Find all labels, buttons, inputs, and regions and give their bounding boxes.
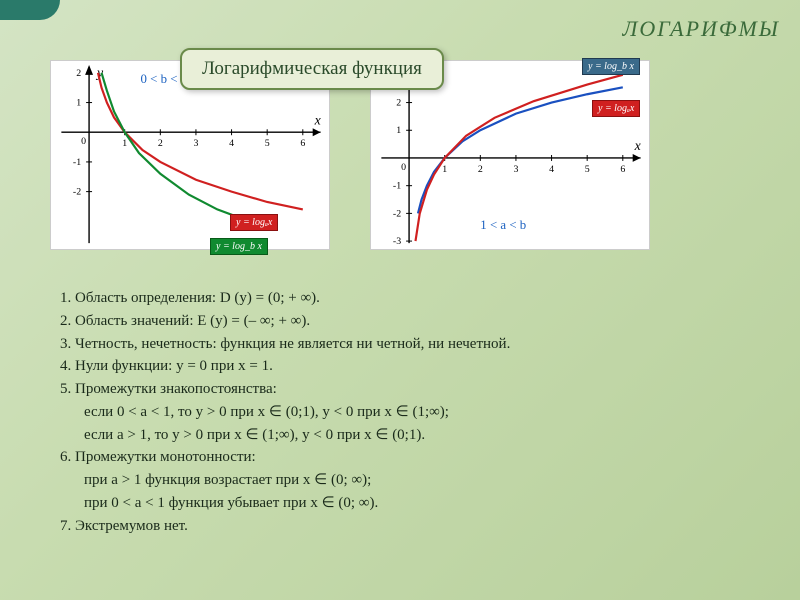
- svg-text:5: 5: [585, 164, 590, 175]
- svg-text:-1: -1: [393, 181, 401, 192]
- svg-text:2: 2: [76, 68, 81, 79]
- property-line: если a > 1, то y > 0 при x ∈ (1;∞), y < …: [60, 425, 760, 447]
- curve-legend: y = log_b x: [210, 238, 268, 255]
- property-line: 1. Область определения: D (y) = (0; + ∞)…: [60, 288, 760, 310]
- svg-text:2: 2: [396, 98, 401, 109]
- svg-text:5: 5: [265, 138, 270, 149]
- svg-text:1: 1: [396, 125, 401, 136]
- curve-legend: y = logₐx: [592, 100, 640, 117]
- svg-text:1: 1: [442, 164, 447, 175]
- property-line: при a > 1 функция возрастает при x ∈ (0;…: [60, 470, 760, 492]
- svg-text:1: 1: [76, 98, 81, 109]
- section-title: Логарифмическая функция: [180, 48, 444, 90]
- property-line: при 0 < a < 1 функция убывает при x ∈ (0…: [60, 493, 760, 515]
- svg-text:-2: -2: [393, 208, 401, 219]
- banner-title: ЛОГАРИФМЫ: [623, 16, 781, 42]
- property-line: 4. Нули функции: y = 0 при x = 1.: [60, 356, 760, 378]
- svg-text:-3: -3: [393, 236, 401, 247]
- svg-text:6: 6: [620, 164, 625, 175]
- svg-text:2: 2: [158, 138, 163, 149]
- property-line: если 0 < a < 1, то y > 0 при x ∈ (0;1), …: [60, 402, 760, 424]
- property-line: 3. Четность, нечетность: функция не явля…: [60, 334, 760, 356]
- svg-text:3: 3: [193, 138, 198, 149]
- svg-text:1 < a < b: 1 < a < b: [480, 218, 526, 232]
- curve-legend: y = log_b x: [582, 58, 640, 75]
- svg-text:1: 1: [122, 138, 127, 149]
- svg-text:6: 6: [300, 138, 305, 149]
- corner-accent: [0, 0, 60, 20]
- svg-text:4: 4: [229, 138, 234, 149]
- property-line: 6. Промежутки монотонности:: [60, 447, 760, 469]
- svg-text:-2: -2: [73, 187, 81, 198]
- property-line: 5. Промежутки знакопостоянства:: [60, 379, 760, 401]
- curve-legend: y = logₐx: [230, 214, 278, 231]
- property-line: 2. Область значений: E (y) = (– ∞; + ∞).: [60, 311, 760, 333]
- svg-text:4: 4: [549, 164, 554, 175]
- svg-text:0: 0: [401, 162, 406, 173]
- svg-text:x: x: [634, 138, 642, 153]
- properties-list: 1. Область определения: D (y) = (0; + ∞)…: [60, 288, 760, 538]
- svg-text:3: 3: [513, 164, 518, 175]
- svg-text:0: 0: [81, 136, 86, 147]
- property-line: 7. Экстремумов нет.: [60, 516, 760, 538]
- svg-text:2: 2: [478, 164, 483, 175]
- svg-text:-1: -1: [73, 157, 81, 168]
- svg-text:x: x: [314, 112, 322, 127]
